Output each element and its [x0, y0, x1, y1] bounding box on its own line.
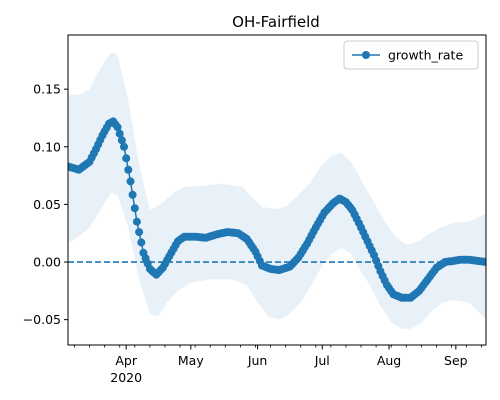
data-point — [128, 190, 137, 199]
data-point — [482, 258, 486, 266]
y-tick-label: 0.05 — [33, 197, 61, 212]
confidence-band — [68, 52, 486, 329]
chart-title: OH-Fairfield — [232, 13, 320, 31]
data-point — [132, 217, 141, 226]
x-tick-label: Sep — [444, 353, 468, 368]
x-tick-label: Aug — [377, 353, 401, 368]
y-tick-label: 0.10 — [33, 139, 61, 154]
y-tick-label: 0.00 — [33, 255, 61, 270]
plot-area: −0.05 0.00 0.05 0.10 0.15 Apr May Jun Jul Aug Sep 2… — [23, 34, 487, 385]
data-point — [126, 177, 135, 186]
x-tick-label: May — [178, 353, 204, 368]
plot-inner — [68, 52, 486, 329]
x-tick-label: Apr — [115, 353, 137, 368]
data-point — [130, 204, 139, 213]
data-point — [122, 154, 131, 163]
series-markers-growth_rate — [68, 117, 486, 302]
data-point — [120, 142, 128, 151]
axes-frame — [67, 34, 487, 346]
data-point — [137, 238, 146, 247]
data-point — [113, 123, 122, 132]
legend-box — [343, 40, 479, 70]
legend-label: growth_rate — [388, 48, 463, 63]
x-tick-label: Jul — [314, 353, 330, 368]
y-tick-label: 0.15 — [33, 82, 61, 97]
x-tick-label: Jun — [247, 353, 268, 368]
data-point — [135, 228, 144, 237]
x-year-label: 2020 — [110, 370, 142, 385]
y-tick-label: −0.05 — [23, 312, 61, 327]
legend-marker — [362, 51, 370, 59]
data-point — [124, 165, 133, 174]
data-point — [115, 129, 124, 138]
data-point — [117, 136, 126, 145]
legend: growth_rate — [343, 40, 479, 70]
